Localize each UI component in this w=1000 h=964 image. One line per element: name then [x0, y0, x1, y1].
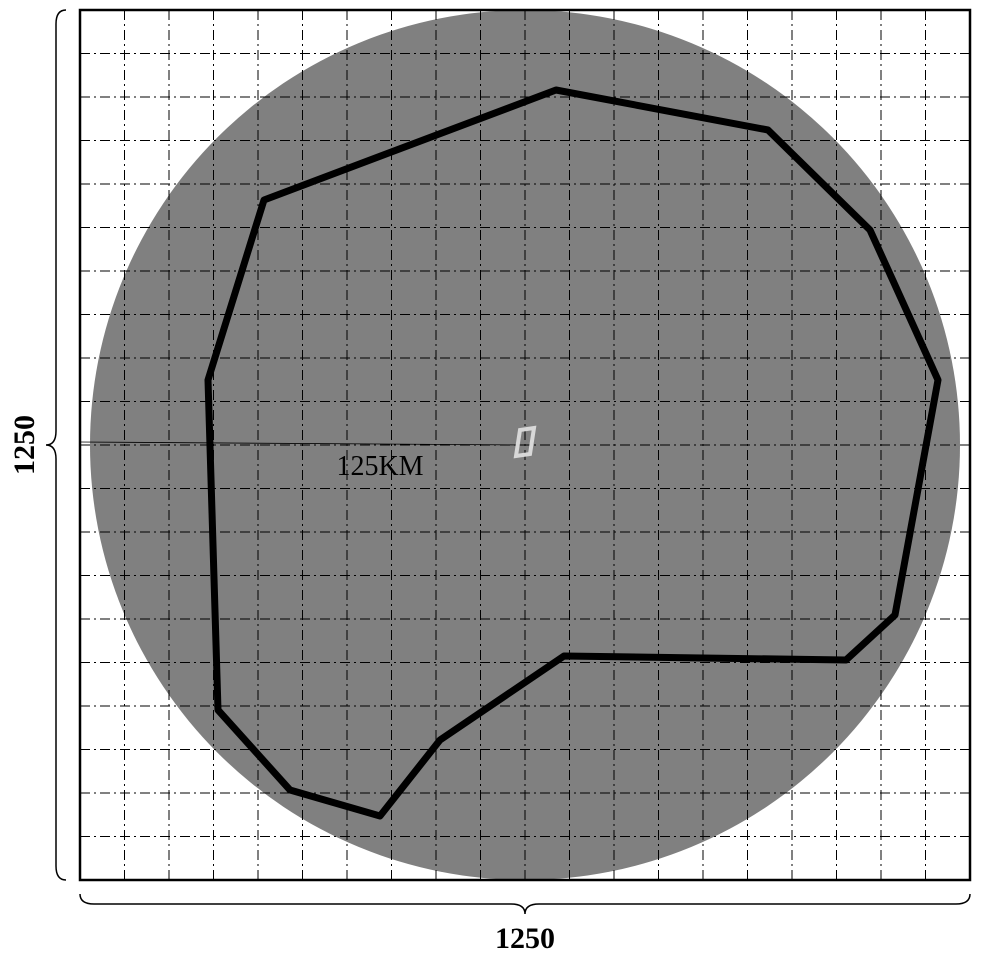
diagram-svg: 125KM 1250 1250: [0, 0, 1000, 964]
left-dimension-label: 1250: [8, 415, 41, 475]
bottom-dimension-label: 1250: [495, 922, 555, 955]
radius-label: 125KM: [336, 451, 423, 482]
diagram-wrapper: 125KM 1250 1250: [0, 0, 1000, 964]
